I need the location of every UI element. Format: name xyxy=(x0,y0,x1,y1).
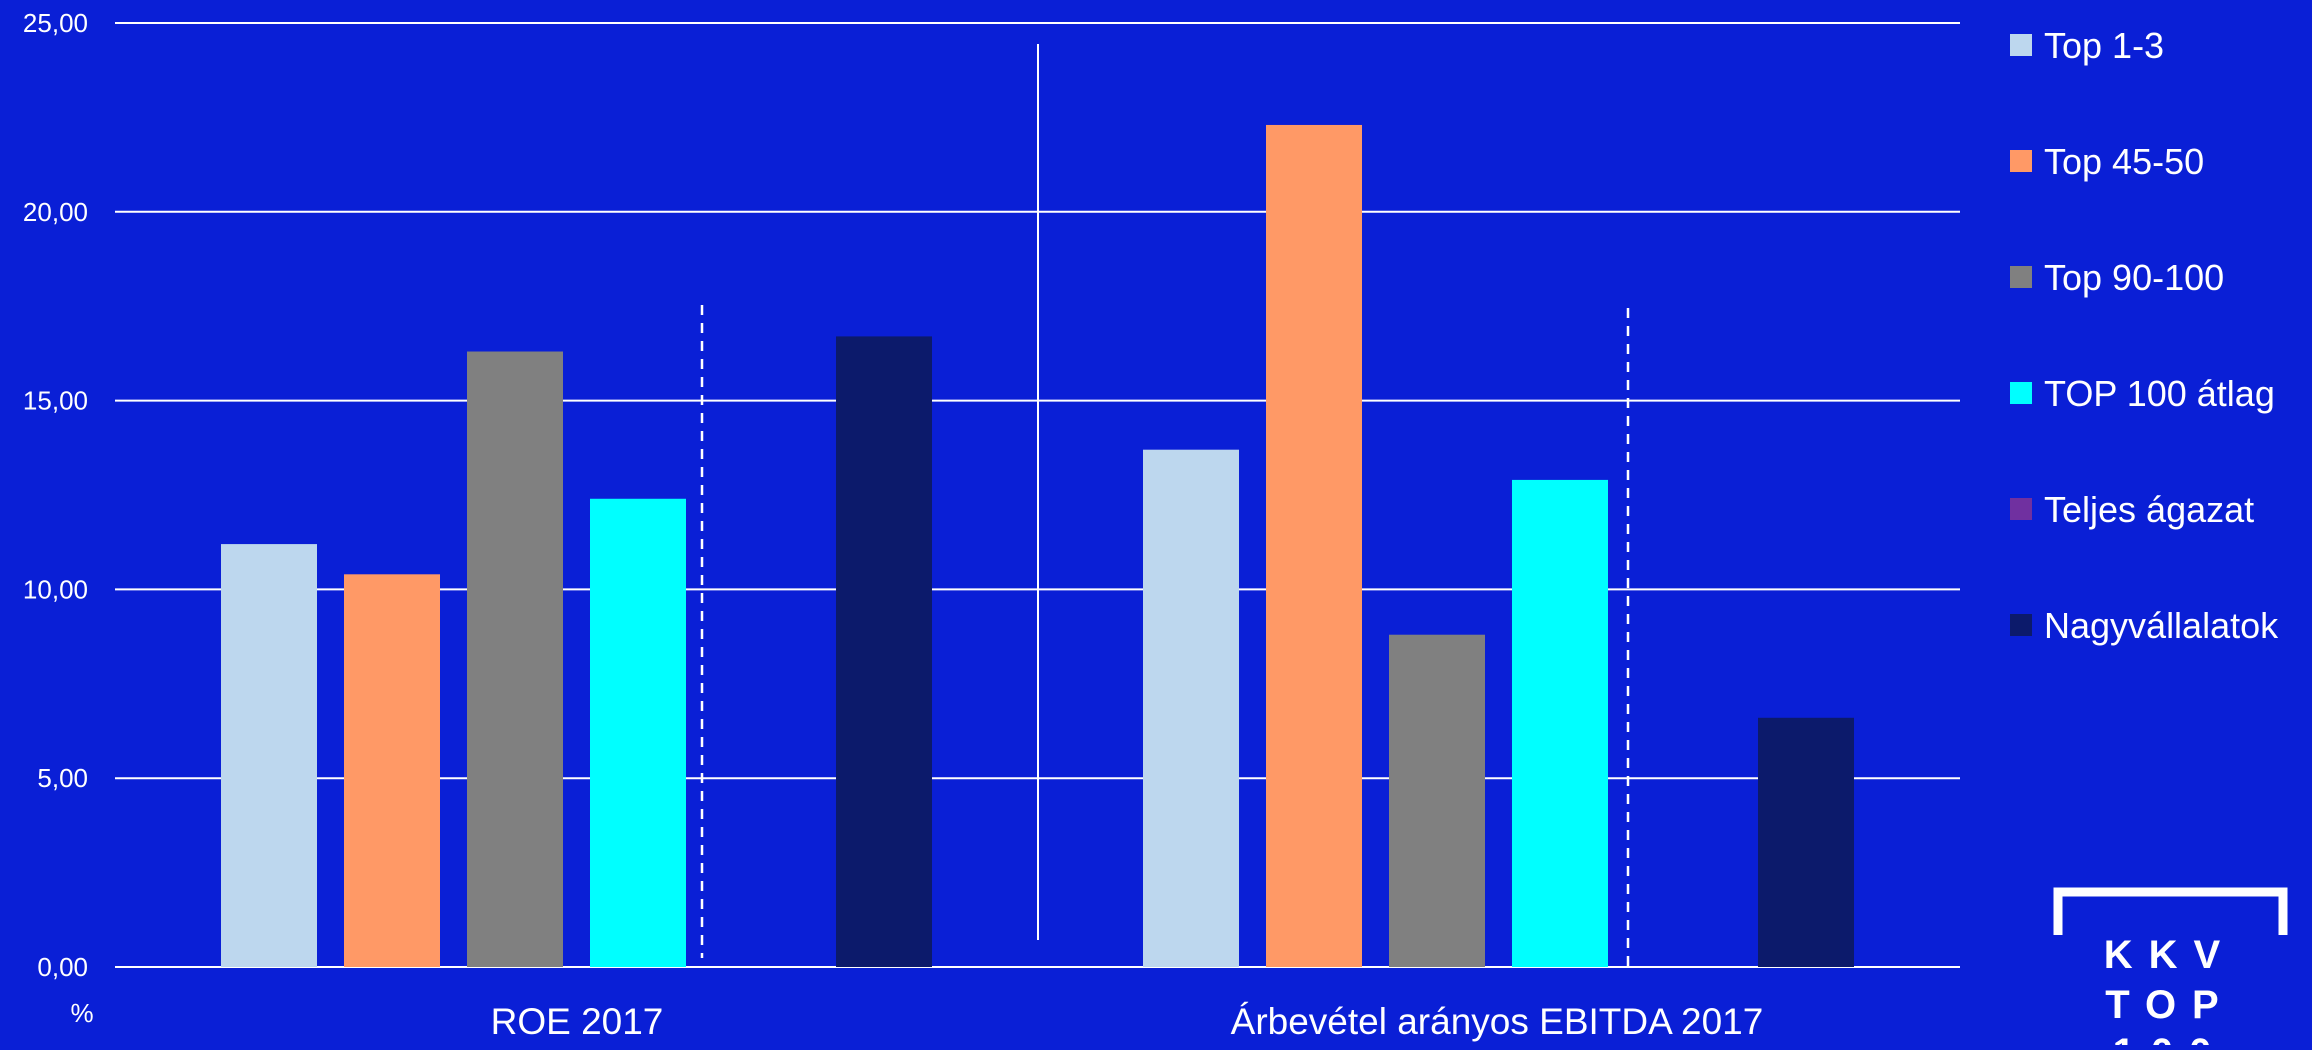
bar xyxy=(1758,717,1854,967)
legend-swatch xyxy=(2010,266,2032,288)
bar xyxy=(1266,124,1362,967)
legend: Top 1-3 Top 45-50 Top 90-100 TOP 100 átlag T… xyxy=(2010,25,2279,646)
bar xyxy=(1389,634,1485,967)
y-tick-label: 0,00 xyxy=(37,952,88,982)
bar xyxy=(590,498,686,967)
y-tick-labels: 0,00 5,00 10,00 15,00 20,00 25,00 xyxy=(23,8,88,982)
bar xyxy=(344,574,440,967)
legend-swatch xyxy=(2010,382,2032,404)
legend-label: Top 1-3 xyxy=(2044,25,2164,66)
bars xyxy=(221,124,1854,968)
legend-swatch xyxy=(2010,150,2032,172)
bar xyxy=(1512,479,1608,967)
kkv-top100-logo: KKV TOP 100 xyxy=(2053,887,2288,1050)
legend-swatch xyxy=(2010,34,2032,56)
x-category-labels: ROE 2017 Árbevétel arányos EBITDA 2017 xyxy=(491,1001,1764,1042)
legend-label: Teljes ágazat xyxy=(2044,489,2254,530)
bar xyxy=(1143,449,1239,967)
x-category-label: Árbevétel arányos EBITDA 2017 xyxy=(1231,1001,1764,1042)
dividers xyxy=(700,44,1630,968)
logo-bracket xyxy=(2053,887,2288,935)
legend-label: Top 90-100 xyxy=(2044,257,2224,298)
bar xyxy=(467,351,563,968)
bar xyxy=(836,336,932,968)
legend-swatch xyxy=(2010,498,2032,520)
y-unit-label: % xyxy=(70,998,93,1028)
y-tick-label: 20,00 xyxy=(23,197,88,227)
logo-line-2: TOP xyxy=(2105,983,2235,1027)
y-tick-label: 10,00 xyxy=(23,574,88,604)
legend-label: Nagyvállalatok xyxy=(2044,605,2279,646)
legend-label: Top 45-50 xyxy=(2044,141,2204,182)
y-tick-label: 15,00 xyxy=(23,386,88,416)
logo-line-1: KKV xyxy=(2104,933,2236,977)
y-tick-label: 25,00 xyxy=(23,8,88,38)
y-tick-label: 5,00 xyxy=(37,763,88,793)
x-category-label: ROE 2017 xyxy=(491,1001,664,1042)
bar xyxy=(221,544,317,967)
logo-line-3: 100 xyxy=(2113,1031,2228,1045)
legend-label: TOP 100 átlag xyxy=(2044,373,2275,414)
legend-swatch xyxy=(2010,614,2032,636)
